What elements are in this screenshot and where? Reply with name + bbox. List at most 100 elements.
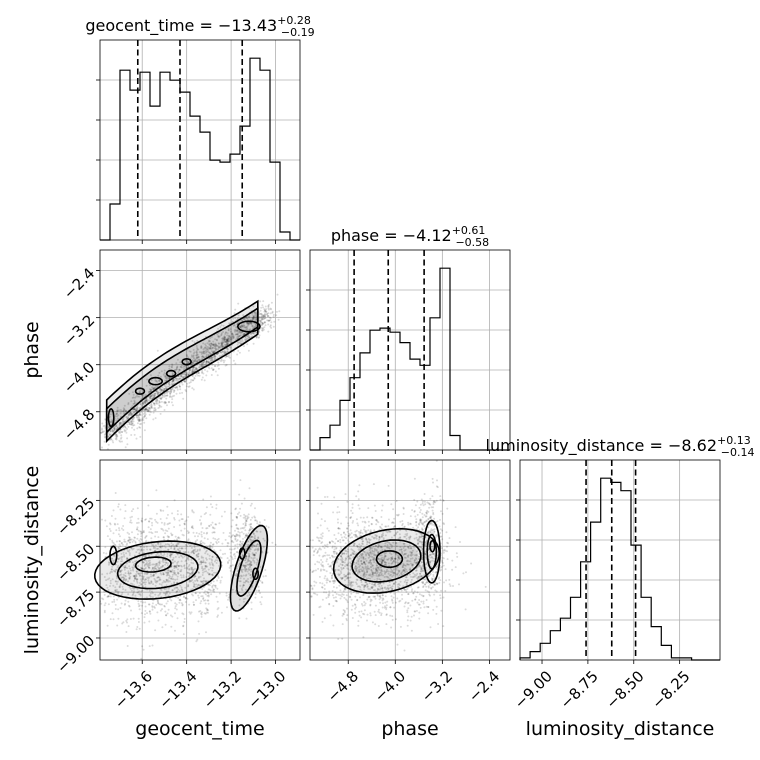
sample-point bbox=[268, 303, 270, 306]
sample-point bbox=[196, 579, 198, 582]
sample-point bbox=[227, 328, 230, 331]
sample-point bbox=[157, 576, 160, 579]
sample-point bbox=[225, 343, 228, 346]
sample-point bbox=[374, 582, 377, 585]
sample-point bbox=[145, 398, 148, 401]
sample-point bbox=[243, 324, 246, 327]
sample-point bbox=[267, 305, 270, 308]
sample-point bbox=[258, 319, 261, 322]
sample-point bbox=[250, 535, 253, 538]
sample-point bbox=[144, 414, 147, 417]
sample-point bbox=[135, 574, 138, 577]
sample-point bbox=[419, 570, 422, 573]
sample-point bbox=[162, 573, 165, 575]
sample-point bbox=[214, 586, 217, 589]
sample-point bbox=[207, 361, 210, 364]
sample-point bbox=[120, 556, 123, 559]
sample-point bbox=[149, 394, 152, 397]
sample-point bbox=[140, 567, 143, 570]
sample-point bbox=[264, 311, 267, 313]
sample-point bbox=[152, 573, 155, 576]
sample-point bbox=[160, 527, 163, 530]
sample-point bbox=[256, 520, 259, 523]
sample-point bbox=[346, 601, 349, 604]
sample-point bbox=[430, 547, 433, 550]
sample-point bbox=[368, 554, 371, 557]
sample-point bbox=[169, 575, 171, 578]
sample-point bbox=[259, 601, 262, 604]
sample-point bbox=[171, 372, 174, 375]
sample-point bbox=[325, 570, 328, 573]
sample-point bbox=[140, 580, 143, 582]
sample-point bbox=[312, 592, 315, 595]
sample-point bbox=[173, 394, 176, 397]
sample-point bbox=[356, 598, 359, 601]
sample-point bbox=[232, 335, 235, 338]
sample-point bbox=[247, 318, 249, 321]
sample-point bbox=[180, 560, 183, 563]
sample-point bbox=[252, 327, 254, 330]
sample-point bbox=[117, 533, 120, 536]
sample-point bbox=[348, 595, 351, 598]
sample-point bbox=[420, 568, 423, 570]
sample-point bbox=[202, 498, 205, 501]
sample-point bbox=[354, 604, 357, 606]
sample-point bbox=[134, 577, 136, 580]
sample-point bbox=[269, 325, 272, 328]
sample-point bbox=[387, 584, 390, 587]
sample-point bbox=[201, 574, 204, 576]
sample-point bbox=[218, 592, 221, 595]
sample-point bbox=[201, 583, 204, 585]
sample-point bbox=[211, 346, 214, 349]
sample-point bbox=[141, 589, 144, 592]
sample-point bbox=[114, 590, 117, 593]
sample-point bbox=[261, 304, 264, 307]
sample-point bbox=[164, 546, 167, 549]
sample-point bbox=[203, 356, 205, 359]
sample-point bbox=[111, 430, 114, 433]
sample-point bbox=[184, 551, 187, 554]
sample-point bbox=[375, 523, 378, 526]
sample-point bbox=[222, 336, 225, 339]
sample-point bbox=[352, 581, 355, 584]
sample-point bbox=[376, 564, 378, 567]
sample-point bbox=[175, 368, 178, 371]
sample-point bbox=[123, 430, 126, 433]
sample-point bbox=[195, 368, 198, 370]
sample-point bbox=[238, 511, 241, 514]
sample-point bbox=[175, 538, 178, 541]
sample-point bbox=[152, 418, 155, 421]
sample-point bbox=[251, 317, 254, 320]
sample-point bbox=[157, 543, 160, 546]
sample-point bbox=[132, 508, 135, 511]
sample-point bbox=[254, 519, 257, 522]
sample-point bbox=[117, 596, 120, 599]
sample-point bbox=[354, 611, 357, 614]
sample-point bbox=[425, 519, 428, 522]
sample-point bbox=[177, 560, 180, 563]
sample-point bbox=[119, 569, 122, 572]
sample-point bbox=[174, 629, 176, 632]
sample-point bbox=[164, 388, 166, 391]
sample-point bbox=[420, 575, 423, 578]
sample-point bbox=[115, 577, 118, 580]
sample-point bbox=[211, 355, 214, 358]
sample-point bbox=[183, 565, 186, 568]
sample-point bbox=[133, 411, 135, 414]
sample-point bbox=[374, 534, 377, 536]
sample-point bbox=[216, 339, 218, 342]
sample-point bbox=[207, 602, 210, 605]
sample-point bbox=[163, 388, 166, 390]
sample-point bbox=[157, 619, 160, 622]
sample-point bbox=[262, 306, 265, 309]
sample-point bbox=[217, 576, 220, 579]
sample-point bbox=[199, 364, 202, 367]
sample-point bbox=[138, 414, 141, 416]
sample-point bbox=[180, 374, 183, 377]
sample-point bbox=[269, 317, 272, 320]
sample-point bbox=[196, 585, 199, 588]
sample-point bbox=[170, 544, 173, 547]
sample-point bbox=[392, 574, 395, 577]
sample-point bbox=[240, 587, 243, 590]
sample-point bbox=[130, 400, 133, 403]
